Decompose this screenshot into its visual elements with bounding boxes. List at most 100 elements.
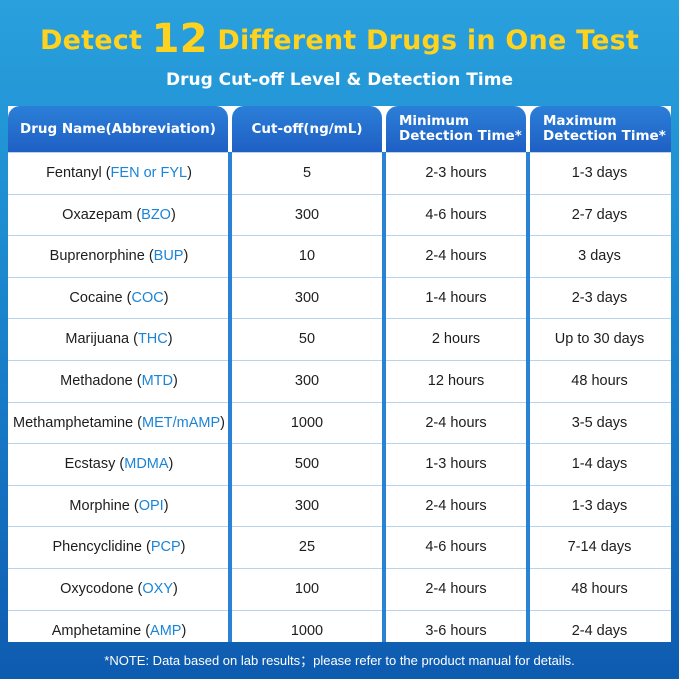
drug-name-cell: Ecstasy (MDMA) [64, 456, 174, 473]
drug-name-cell: Methadone (MTD) [60, 373, 178, 389]
drug-abbreviation: OXY [142, 581, 173, 597]
header-max-detection-label: Maximum Detection Time* [543, 113, 666, 144]
footnote: *NOTE: Data based on lab results；please … [104, 653, 575, 668]
table-row: Buprenorphine (BUP) 10 2-4 hours 3 days [8, 235, 671, 276]
headline-prefix: Detect [40, 25, 152, 56]
drug-table: Drug Name(Abbreviation) Cut-off(ng/mL) M… [8, 106, 671, 642]
drug-name-cell: Marijuana (THC) [65, 331, 173, 348]
min-detection-cell: 4-6 hours [425, 206, 487, 223]
headline-number: 12 [151, 16, 208, 62]
drug-abbreviation: BZO [141, 206, 171, 223]
max-detection-cell: Up to 30 days [554, 331, 645, 348]
header-min-detection-label: Minimum Detection Time* [399, 113, 522, 144]
drug-name-cell: Cocaine (COC) [69, 289, 169, 306]
drug-name: Amphetamine [51, 622, 142, 639]
drug-name: Oxycodone [60, 581, 134, 597]
drug-name-cell: Amphetamine (AMP) [51, 622, 187, 639]
drug-name-cell: Buprenorphine (BUP) [49, 248, 189, 265]
cutoff-cell: 10 [298, 248, 316, 265]
column-divider [382, 152, 386, 642]
drug-abbreviation: MDMA [124, 456, 169, 473]
max-detection-cell: 7-14 days [567, 539, 632, 556]
max-detection-cell: 48 hours [571, 373, 628, 389]
cutoff-cell: 50 [298, 331, 316, 348]
min-detection-cell: 3-6 hours [425, 622, 487, 639]
drug-name-cell: Phencyclidine (PCP) [52, 539, 186, 556]
cutoff-cell: 300 [294, 289, 320, 306]
table-row: Fentanyl (FEN or FYL) 5 2-3 hours 1-3 days [8, 152, 671, 193]
drug-name: Methadone [60, 373, 133, 389]
column-divider [228, 152, 232, 642]
min-detection-cell: 1-3 hours [425, 456, 487, 473]
header-drug-name: Drug Name(Abbreviation) [8, 106, 228, 152]
drug-name: Oxazepam [62, 206, 133, 223]
drug-name: Cocaine [69, 289, 123, 306]
max-detection-cell: 3 days [578, 248, 621, 265]
drug-name-cell: Morphine (OPI) [69, 497, 169, 514]
drug-name-cell: Oxycodone (OXY) [60, 581, 178, 597]
min-detection-cell: 2-4 hours [425, 581, 487, 597]
drug-name: Phencyclidine [52, 539, 142, 556]
drug-abbreviation: MET/mAMP [141, 414, 221, 431]
table-row: Oxycodone (OXY) 100 2-4 hours 48 hours [8, 568, 671, 609]
table-row: Ecstasy (MDMA) 500 1-3 hours 1-4 days [8, 443, 671, 484]
headline-suffix: Different Drugs in One Test [207, 25, 639, 56]
cutoff-cell: 300 [294, 373, 320, 389]
drug-name: Morphine [69, 497, 130, 514]
header-min-detection: Minimum Detection Time* [386, 106, 526, 152]
drug-name: Ecstasy [64, 456, 116, 473]
cutoff-cell: 100 [294, 581, 320, 597]
table-row: Methamphetamine (MET/mAMP) 1000 2-4 hours 3… [8, 401, 671, 443]
max-detection-cell: 48 hours [571, 581, 628, 597]
min-detection-cell: 2 hours [431, 331, 481, 348]
drug-name-cell: Fentanyl (FEN or FYL) [46, 165, 192, 181]
drug-abbreviation: OPI [138, 497, 164, 514]
table-row: Phencyclidine (PCP) 25 4-6 hours 7-14 days [8, 526, 671, 567]
max-detection-cell: 2-7 days [571, 206, 628, 223]
cutoff-cell: 25 [298, 539, 316, 556]
cutoff-cell: 1000 [290, 414, 324, 431]
max-detection-cell: 2-3 days [571, 289, 628, 306]
table-row: Oxazepam (BZO) 300 4-6 hours 2-7 days [8, 193, 671, 235]
min-detection-cell: 4-6 hours [425, 539, 487, 556]
drug-abbreviation: BUP [153, 248, 184, 265]
drug-abbreviation: FEN or FYL [110, 165, 188, 181]
cutoff-cell: 500 [294, 456, 320, 473]
max-detection-cell: 1-3 days [571, 497, 628, 514]
min-detection-cell: 1-4 hours [425, 289, 487, 306]
max-detection-cell: 2-4 days [571, 622, 628, 639]
max-detection-cell: 1-4 days [571, 456, 628, 473]
max-detection-cell: 1-3 days [571, 165, 628, 181]
cutoff-cell: 5 [302, 165, 312, 181]
drug-name-cell: Oxazepam (BZO) [62, 206, 176, 223]
header-max-detection: Maximum Detection Time* [530, 106, 671, 152]
cutoff-cell: 1000 [290, 622, 324, 639]
table-row: Morphine (OPI) 300 2-4 hours 1-3 days [8, 484, 671, 526]
header-cutoff: Cut-off(ng/mL) [232, 106, 382, 152]
drug-abbreviation: PCP [150, 539, 181, 556]
min-detection-cell: 12 hours [427, 373, 485, 389]
min-detection-cell: 2-3 hours [425, 165, 487, 181]
drug-abbreviation: THC [137, 331, 168, 348]
drug-abbreviation: AMP [150, 622, 182, 639]
min-detection-cell: 2-4 hours [425, 414, 487, 431]
column-divider [526, 152, 530, 642]
table-row: Marijuana (THC) 50 2 hours Up to 30 days [8, 318, 671, 359]
drug-name-cell: Methamphetamine (MET/mAMP) [13, 414, 225, 431]
cutoff-cell: 300 [294, 206, 320, 223]
table-row: Cocaine (COC) 300 1-4 hours 2-3 days [8, 276, 671, 318]
drug-name: Buprenorphine [49, 248, 145, 265]
cutoff-cell: 300 [294, 497, 320, 514]
table-row: Methadone (MTD) 300 12 hours 48 hours [8, 360, 671, 401]
drug-name: Fentanyl [46, 165, 102, 181]
table-row: Amphetamine (AMP) 1000 3-6 hours 2-4 days [8, 609, 671, 651]
drug-name: Marijuana [65, 331, 130, 348]
min-detection-cell: 2-4 hours [425, 497, 487, 514]
max-detection-cell: 3-5 days [571, 414, 628, 431]
drug-abbreviation: COC [131, 289, 164, 306]
subtitle: Drug Cut-off Level & Detection Time [166, 70, 513, 90]
drug-abbreviation: MTD [141, 373, 173, 389]
drug-name: Methamphetamine [13, 414, 134, 431]
min-detection-cell: 2-4 hours [425, 248, 487, 265]
headline: Detect 12 Different Drugs in One Test [0, 16, 679, 62]
